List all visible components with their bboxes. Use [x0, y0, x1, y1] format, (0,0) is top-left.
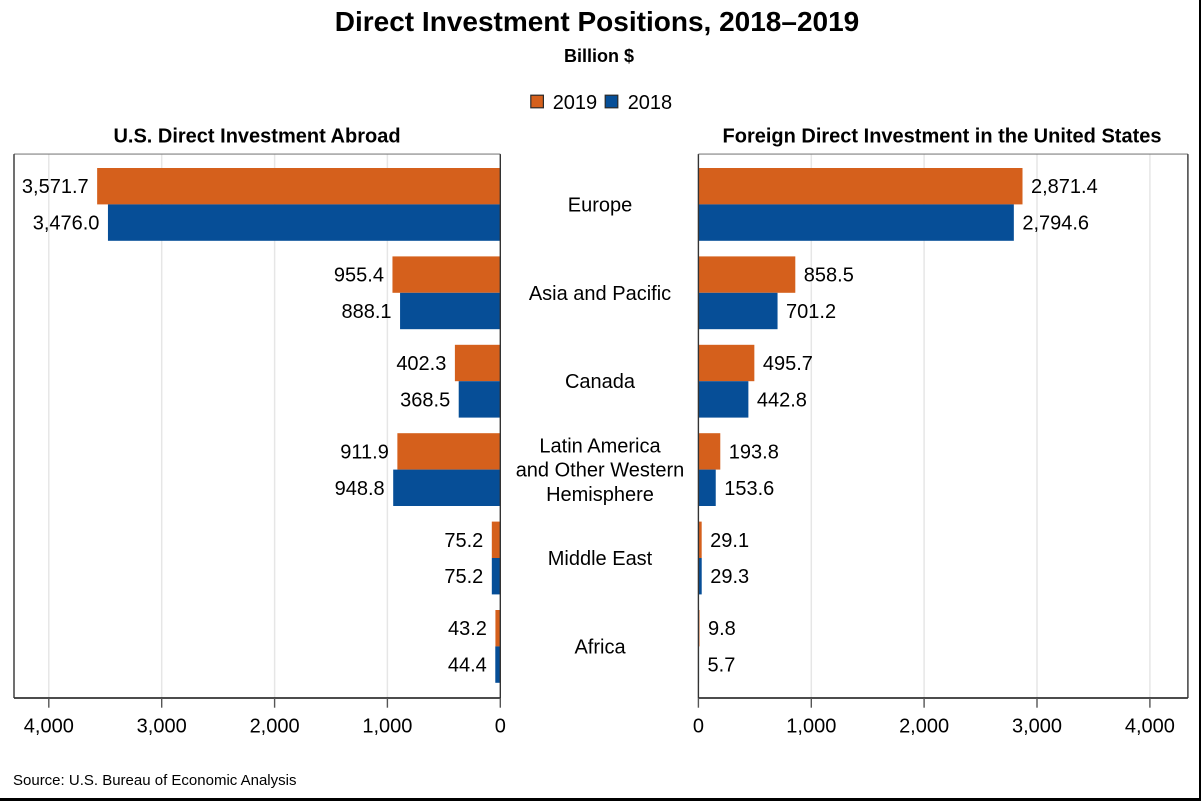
svg-text:Europe: Europe — [568, 194, 633, 216]
svg-text:Middle East: Middle East — [548, 548, 653, 570]
svg-text:2018: 2018 — [628, 92, 673, 114]
svg-text:5.7: 5.7 — [708, 655, 736, 677]
svg-text:1,000: 1,000 — [786, 716, 836, 738]
svg-text:U.S. Direct Investment Abroad: U.S. Direct Investment Abroad — [113, 125, 400, 147]
svg-text:701.2: 701.2 — [786, 301, 836, 323]
svg-text:and Other Western: and Other Western — [516, 460, 685, 482]
svg-text:1,000: 1,000 — [362, 716, 412, 738]
svg-text:Canada: Canada — [565, 371, 636, 393]
svg-text:Hemisphere: Hemisphere — [546, 484, 654, 506]
svg-text:Asia and Pacific: Asia and Pacific — [529, 283, 671, 305]
svg-text:2,794.6: 2,794.6 — [1022, 213, 1089, 235]
svg-text:442.8: 442.8 — [757, 389, 807, 411]
svg-text:75.2: 75.2 — [444, 566, 483, 588]
svg-text:3,000: 3,000 — [1012, 716, 1062, 738]
svg-text:2,000: 2,000 — [250, 716, 300, 738]
svg-text:2,871.4: 2,871.4 — [1031, 176, 1098, 198]
svg-text:Billion $: Billion $ — [564, 46, 634, 66]
svg-text:193.8: 193.8 — [729, 441, 779, 463]
svg-text:Direct Investment Positions, 2: Direct Investment Positions, 2018–2019 — [335, 6, 859, 37]
svg-text:Source: U.S. Bureau of Economi: Source: U.S. Bureau of Economic Analysis — [13, 772, 296, 789]
svg-text:955.4: 955.4 — [334, 265, 384, 287]
svg-text:4,000: 4,000 — [1125, 716, 1175, 738]
svg-text:858.5: 858.5 — [804, 265, 854, 287]
svg-text:495.7: 495.7 — [763, 353, 813, 375]
svg-text:4,000: 4,000 — [24, 716, 74, 738]
svg-text:888.1: 888.1 — [341, 301, 391, 323]
svg-text:Africa: Africa — [574, 636, 626, 658]
svg-text:0: 0 — [693, 716, 704, 738]
svg-text:0: 0 — [495, 716, 506, 738]
svg-text:Latin America: Latin America — [539, 435, 661, 457]
svg-text:29.3: 29.3 — [710, 566, 749, 588]
svg-text:153.6: 153.6 — [724, 478, 774, 500]
svg-text:2019: 2019 — [553, 92, 598, 114]
svg-text:Foreign Direct Investment in t: Foreign Direct Investment in the United … — [723, 125, 1162, 147]
svg-text:29.1: 29.1 — [710, 530, 749, 552]
svg-text:3,476.0: 3,476.0 — [33, 213, 100, 235]
svg-text:368.5: 368.5 — [400, 389, 450, 411]
svg-text:3,571.7: 3,571.7 — [22, 176, 89, 198]
svg-text:948.8: 948.8 — [335, 478, 385, 500]
svg-text:75.2: 75.2 — [444, 530, 483, 552]
svg-text:3,000: 3,000 — [137, 716, 187, 738]
svg-text:2,000: 2,000 — [899, 716, 949, 738]
svg-text:911.9: 911.9 — [340, 441, 389, 463]
svg-text:44.4: 44.4 — [448, 655, 487, 677]
svg-text:43.2: 43.2 — [448, 618, 487, 640]
svg-text:9.8: 9.8 — [708, 618, 736, 640]
svg-text:402.3: 402.3 — [396, 353, 446, 375]
